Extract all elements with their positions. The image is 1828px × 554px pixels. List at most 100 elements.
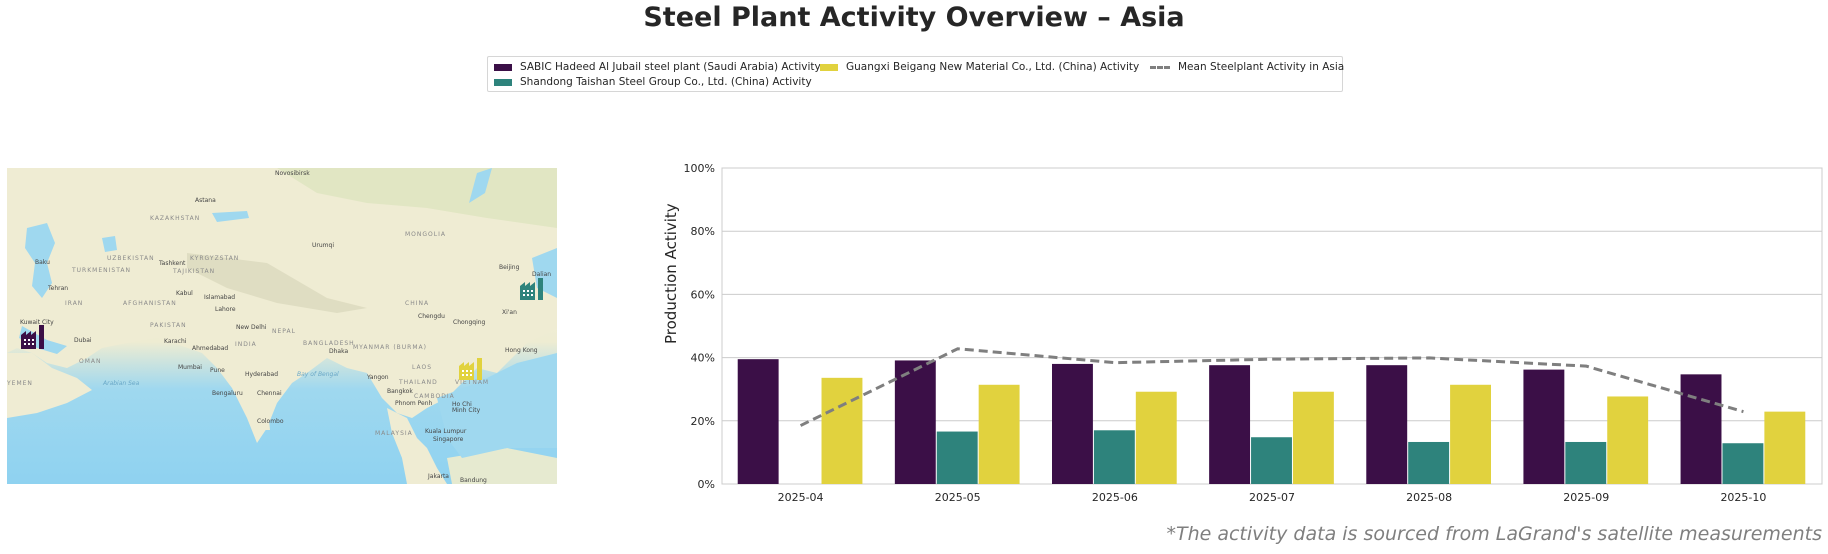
y-axis-label: Production Activity: [662, 203, 680, 344]
map-label-dalian: Dalian: [532, 271, 552, 278]
map-label-mongolia: MONGOLIA: [405, 231, 446, 238]
map-label-laos: LAOS: [412, 364, 433, 371]
map-label-jakarta: Jakarta: [428, 473, 449, 480]
plot-frame: [721, 167, 1823, 485]
x-tick-label: 2025-08: [1406, 491, 1452, 504]
map-label-karachi: Karachi: [164, 338, 187, 345]
map-label-new-delhi: New Delhi: [236, 324, 267, 331]
map-label-uzbekistan: UZBEKISTAN: [107, 255, 155, 262]
bar-2025-09-2: [1607, 396, 1649, 484]
map-label-tashkent: Tashkent: [159, 260, 186, 267]
map-label-hong-kong: Hong Kong: [505, 347, 538, 354]
map-shapes: [7, 168, 557, 484]
arabian-peninsula: [7, 353, 92, 418]
map-label-bengaluru: Bengaluru: [212, 390, 243, 397]
legend-item-mean: Mean Steelplant Activity in Asia: [1150, 61, 1344, 73]
page-title: Steel Plant Activity Overview – Asia: [643, 2, 1185, 33]
map-label-astana: Astana: [195, 197, 216, 204]
bar-2025-10-1: [1722, 443, 1764, 484]
legend-item-sabic: SABIC Hadeed Al Jubail steel plant (Saud…: [494, 61, 821, 73]
bar-2025-09-0: [1523, 369, 1565, 484]
asia-map[interactable]: Novosibirsk Astana KAZAKHSTAN MONGOLIA U…: [7, 168, 557, 484]
legend-swatch-mean: [1150, 65, 1170, 69]
bar-2025-06-1: [1093, 430, 1135, 484]
bar-2025-08-0: [1366, 365, 1408, 484]
x-tick-label: 2025-06: [1092, 491, 1138, 504]
map-label-cambodia: CAMBODIA: [414, 393, 455, 400]
legend-label-shandong: Shandong Taishan Steel Group Co., Ltd. (…: [520, 76, 812, 88]
map-label-tehran: Tehran: [48, 285, 69, 292]
bar-2025-05-2: [978, 384, 1020, 484]
legend: SABIC Hadeed Al Jubail steel plant (Saud…: [487, 56, 1344, 92]
legend-label-mean: Mean Steelplant Activity in Asia: [1178, 61, 1345, 73]
map-label-arabian-sea: Arabian Sea: [103, 380, 140, 387]
map-label-chennai: Chennai: [257, 390, 282, 397]
bar-2025-05-0: [894, 360, 936, 484]
legend-item-guangxi: Guangxi Beigang New Material Co., Ltd. (…: [820, 61, 1139, 73]
factory-icon-shandong[interactable]: [520, 276, 546, 300]
bar-2025-08-2: [1450, 384, 1491, 484]
map-label-kabul: Kabul: [176, 290, 193, 297]
map-label-kuala-lumpur: Kuala Lumpur: [425, 428, 467, 435]
map-label-turkmenistan: TURKMENISTAN: [72, 267, 131, 274]
map-label-novosibirsk: Novosibirsk: [275, 170, 310, 177]
y-tick-label: 20%: [691, 415, 715, 428]
x-tick-label: 2025-10: [1720, 491, 1766, 504]
bar-2025-09-1: [1565, 441, 1607, 484]
map-label-china: CHINA: [405, 300, 430, 307]
legend-swatch-shandong: [494, 78, 512, 86]
southeast-asia: [387, 408, 447, 484]
map-label-tajikistan: TAJIKISTAN: [173, 268, 216, 275]
map-label-lahore: Lahore: [215, 306, 236, 313]
legend-label-sabic: SABIC Hadeed Al Jubail steel plant (Saud…: [520, 61, 821, 73]
map-label-pakistan: PAKISTAN: [150, 322, 187, 329]
map-label-chengdu: Chengdu: [418, 313, 445, 320]
map-label-singapore: Singapore: [433, 436, 464, 443]
bar-2025-10-0: [1680, 374, 1722, 484]
axis-ticks: 0% 20% 40% 60% 80% 100% 2025-04 2025-05 2025-06 2…: [684, 162, 1767, 504]
legend-swatch-sabic: [494, 63, 512, 71]
map-label-baku: Baku: [35, 259, 50, 266]
map-label-kuwait: Kuwait City: [20, 319, 54, 326]
map-label-vietnam: VIETNAM: [455, 379, 490, 386]
map-label-pune: Pune: [210, 367, 225, 374]
legend-item-shandong: Shandong Taishan Steel Group Co., Ltd. (…: [494, 76, 812, 88]
map-label-bangladesh: BANGLADESH: [303, 340, 355, 347]
map-label-chongqing: Chongqing: [453, 319, 486, 326]
map-label-dubai: Dubai: [74, 337, 92, 344]
x-tick-label: 2025-05: [935, 491, 981, 504]
map-label-bangkok: Bangkok: [387, 388, 413, 395]
map-label-thailand: THAILAND: [399, 379, 438, 386]
sri-lanka: [262, 418, 270, 430]
x-tick-label: 2025-04: [778, 491, 824, 504]
lake-baikal: [469, 168, 492, 203]
map-label-kyrgyzstan: KYRGYZSTAN: [190, 255, 240, 262]
map-label-ho-chi-minh: Ho Chi Minh City: [452, 401, 481, 414]
aral-sea: [102, 236, 117, 252]
bar-2025-07-1: [1251, 437, 1292, 484]
bar-2025-07-0: [1209, 365, 1251, 484]
y-tick-label: 60%: [691, 288, 715, 301]
factory-icon-guangxi[interactable]: [459, 356, 485, 380]
map-label-malaysia: MALAYSIA: [375, 430, 413, 437]
map-label-kazakhstan: KAZAKHSTAN: [150, 215, 201, 222]
mean-activity-line: [799, 347, 1744, 427]
map-label-hyderabad: Hyderabad: [245, 371, 278, 378]
map-label-islamabad: Islamabad: [204, 294, 236, 301]
indonesia: [447, 448, 557, 484]
map-label-xian: Xi'an: [502, 309, 517, 316]
map-label-afghanistan: AFGHANISTAN: [123, 300, 177, 307]
bars: [737, 359, 1806, 484]
map-label-myanmar: MYANMAR (BURMA): [353, 344, 427, 351]
y-tick-label: 40%: [691, 352, 715, 365]
map-label-yemen: YEMEN: [7, 380, 33, 387]
y-tick-label: 100%: [684, 162, 715, 175]
lake-balkhash: [212, 211, 249, 222]
map-label-nepal: NEPAL: [272, 328, 296, 335]
factory-icon-sabic[interactable]: [21, 325, 47, 349]
x-tick-label: 2025-07: [1249, 491, 1295, 504]
bar-2025-04-2: [821, 377, 863, 484]
bar-2025-07-2: [1292, 391, 1334, 484]
map-label-phnom-penh: Phnom Penh: [395, 400, 433, 407]
y-tick-label: 80%: [691, 225, 715, 238]
